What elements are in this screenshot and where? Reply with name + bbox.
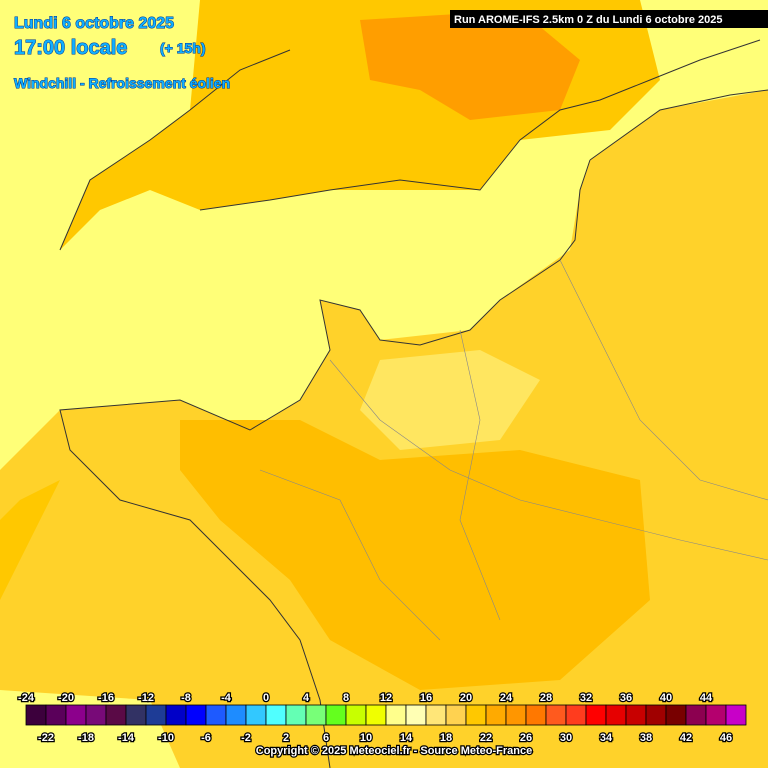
legend-label: -10 xyxy=(158,732,174,744)
legend-swatch xyxy=(25,704,47,726)
coastline xyxy=(59,89,768,768)
sea-zone xyxy=(0,480,60,600)
parameter: Windchill - Refroissement éolien xyxy=(14,75,230,91)
legend-label: 30 xyxy=(560,732,572,744)
legend-label: 28 xyxy=(540,692,552,704)
legend-label: 4 xyxy=(303,692,310,704)
copyright: Copyright © 2025 Meteociel.fr - Source M… xyxy=(256,745,532,757)
legend-swatch xyxy=(105,704,127,726)
legend-label: -16 xyxy=(98,692,114,704)
offset: (+ 15h) xyxy=(160,40,206,56)
legend-label: 20 xyxy=(460,692,472,704)
legend-label: -6 xyxy=(201,732,211,744)
legend-swatch xyxy=(625,704,647,726)
legend-swatch xyxy=(45,704,67,726)
warm-zone xyxy=(180,420,650,690)
legend-swatch xyxy=(505,704,527,726)
legend: -24 -20 -16 -12 -8 -4 0 4 8 12 16 20 24 28 32 36 40 44-22… xyxy=(17,691,747,745)
legend-swatch xyxy=(245,704,267,726)
cool-zone xyxy=(360,350,540,450)
legend-swatch xyxy=(265,704,287,726)
legend-label: 40 xyxy=(660,692,672,704)
legend-swatch xyxy=(705,704,727,726)
legend-swatch xyxy=(425,704,447,726)
legend-swatch xyxy=(645,704,667,726)
legend-swatch xyxy=(525,704,547,726)
run-label: Run AROME-IFS 2.5km 0 Z du Lundi 6 octob… xyxy=(454,14,723,26)
legend-label: -12 xyxy=(138,692,154,704)
legend-label: 6 xyxy=(323,732,329,744)
legend-label: -4 xyxy=(221,692,232,704)
coastline xyxy=(59,39,761,251)
legend-swatch xyxy=(285,704,307,726)
legend-swatch xyxy=(485,704,507,726)
legend-label: 34 xyxy=(600,732,613,744)
legend-swatch xyxy=(305,704,327,726)
legend-label: 24 xyxy=(500,692,513,704)
hot-zone xyxy=(360,10,580,120)
legend-label: 0 xyxy=(263,692,269,704)
legend-swatch xyxy=(145,704,167,726)
legend-swatch xyxy=(605,704,627,726)
legend-label: -8 xyxy=(181,692,191,704)
legend-swatch xyxy=(445,704,467,726)
legend-label: 14 xyxy=(400,732,413,744)
legend-label: -22 xyxy=(38,732,54,744)
legend-label: 46 xyxy=(720,732,732,744)
legend-swatch xyxy=(365,704,387,726)
legend-swatch xyxy=(125,704,147,726)
legend-label: 22 xyxy=(480,732,492,744)
legend-swatch xyxy=(65,704,87,726)
legend-label: 44 xyxy=(700,692,713,704)
time: 17:00 locale xyxy=(14,37,127,59)
legend-label: -2 xyxy=(241,732,251,744)
legend-label: -20 xyxy=(58,692,74,704)
legend-label: 36 xyxy=(620,692,632,704)
legend-swatch xyxy=(465,704,487,726)
legend-label: 2 xyxy=(283,732,289,744)
legend-label: -24 xyxy=(18,692,35,704)
legend-swatch xyxy=(685,704,707,726)
legend-swatch xyxy=(325,704,347,726)
legend-swatch xyxy=(205,704,227,726)
legend-label: 10 xyxy=(360,732,372,744)
legend-swatch xyxy=(545,704,567,726)
border xyxy=(259,259,768,641)
legend-swatch xyxy=(725,704,747,726)
legend-label: 38 xyxy=(640,732,652,744)
legend-label: -18 xyxy=(78,732,94,744)
legend-swatch xyxy=(565,704,587,726)
legend-swatch xyxy=(85,704,107,726)
date: Lundi 6 octobre 2025 xyxy=(14,15,174,32)
legend-swatch xyxy=(405,704,427,726)
legend-swatch xyxy=(585,704,607,726)
legend-swatch xyxy=(165,704,187,726)
legend-label: -14 xyxy=(118,732,135,744)
legend-swatch xyxy=(225,704,247,726)
legend-label: 12 xyxy=(380,692,392,704)
legend-label: 32 xyxy=(580,692,592,704)
legend-swatch xyxy=(665,704,687,726)
legend-swatch xyxy=(345,704,367,726)
run-box xyxy=(450,10,768,28)
legend-label: 18 xyxy=(440,732,452,744)
legend-swatch xyxy=(185,704,207,726)
legend-label: 26 xyxy=(520,732,532,744)
legend-swatch xyxy=(385,704,407,726)
legend-label: 8 xyxy=(343,692,349,704)
legend-label: 16 xyxy=(420,692,432,704)
legend-label: 42 xyxy=(680,732,692,744)
